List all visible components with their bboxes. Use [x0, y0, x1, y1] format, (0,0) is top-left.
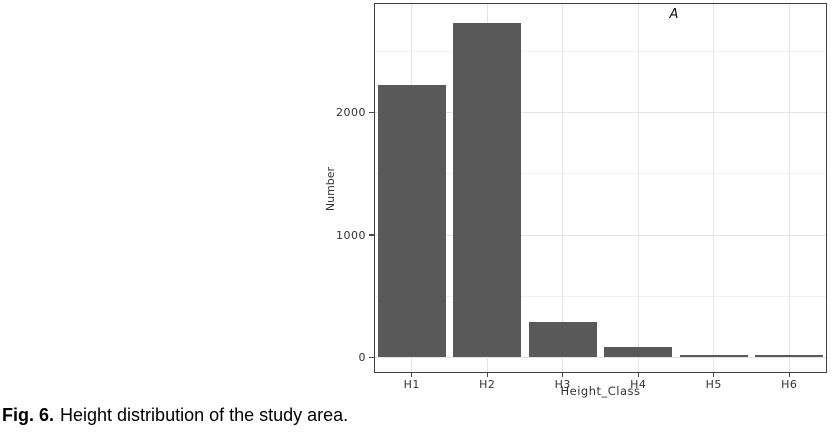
x-tick-label: H1 — [403, 378, 420, 391]
gridline-minor — [374, 51, 827, 53]
x-tick-mark — [562, 373, 564, 377]
caption-text: Height distribution of the study area. — [60, 405, 349, 425]
gridline-vertical — [562, 3, 564, 373]
figure-caption: Fig. 6. Height distribution of the study … — [2, 403, 348, 427]
gridline-major — [374, 356, 827, 358]
y-tick-label: 2000 — [336, 106, 366, 120]
x-tick-mark — [637, 373, 639, 377]
y-tick-label: 0 — [358, 350, 366, 364]
x-tick-label: H2 — [479, 378, 496, 391]
x-tick-label: H4 — [630, 378, 647, 391]
x-tick-mark — [486, 373, 488, 377]
x-tick-label: H3 — [554, 378, 571, 391]
bar-h2 — [453, 22, 522, 358]
bar-h3 — [528, 321, 597, 358]
gridline-major — [374, 112, 827, 114]
gridline-vertical — [788, 3, 790, 373]
y-tick-mark — [369, 234, 374, 236]
gridline-vertical — [637, 3, 639, 373]
gridline-minor — [374, 295, 827, 297]
gridline-major — [374, 234, 827, 236]
bar-h1 — [377, 84, 446, 358]
y-tick-mark — [369, 112, 374, 114]
bar-h5 — [679, 355, 748, 358]
bar-h4 — [604, 346, 673, 358]
x-tick-mark — [788, 373, 790, 377]
gridline-vertical — [713, 3, 715, 373]
bar-h6 — [755, 355, 824, 358]
x-tick-label: H5 — [705, 378, 722, 391]
y-tick-mark — [369, 356, 374, 358]
panel-border — [374, 3, 827, 373]
x-axis-title: Height_Class — [560, 384, 641, 398]
x-tick-mark — [411, 373, 413, 377]
panel-label: A — [669, 7, 679, 22]
caption-label: Fig. 6. — [2, 405, 55, 425]
gridline-minor — [374, 173, 827, 175]
x-tick-mark — [713, 373, 715, 377]
y-tick-label: 1000 — [336, 228, 366, 242]
y-axis-title: Number — [324, 166, 337, 212]
x-tick-label: H6 — [781, 378, 798, 391]
